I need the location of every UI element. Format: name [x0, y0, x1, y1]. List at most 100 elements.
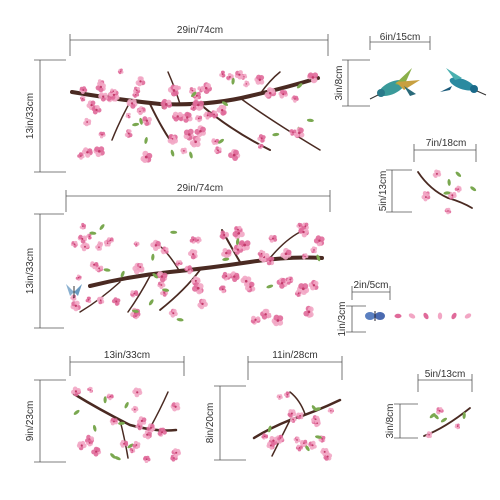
petals-dimension-height: 1in/3cm [337, 301, 366, 337]
blossom [260, 308, 272, 320]
petal [408, 313, 416, 319]
leaf [189, 151, 193, 159]
blossom [307, 72, 319, 84]
blossom [287, 276, 294, 283]
blossom [87, 386, 93, 393]
leaf [191, 91, 197, 97]
blossom [167, 84, 179, 97]
blossom [137, 416, 147, 426]
bottom-left-dimension-width: 13in/33cm [69, 350, 185, 376]
bottom-right-width-label: 5in/13cm [425, 369, 466, 380]
blossom [79, 86, 88, 94]
butterfly-on-branch [66, 284, 82, 298]
leaf [272, 132, 280, 137]
bottom-left-blossoms [71, 386, 181, 464]
bottom-right-dimension-width: 5in/13cm [417, 369, 473, 392]
blossom [261, 433, 268, 440]
blossom [218, 285, 227, 294]
blossom [70, 294, 77, 301]
blossom [320, 447, 330, 457]
blossom [432, 169, 442, 178]
blossom [299, 439, 308, 448]
birds-height-label: 3in/8cm [334, 65, 345, 100]
blossom [110, 88, 117, 95]
bottom-left-dimension-height: 9in/23cm [25, 379, 66, 463]
bottom-center-blossoms [261, 391, 334, 461]
blossom [91, 446, 102, 457]
middle-branch-height-label: 13in/33cm [25, 248, 36, 294]
leaf [120, 270, 125, 278]
blossom [200, 82, 212, 94]
blossom [313, 419, 321, 427]
blossom [228, 149, 241, 162]
blossom [194, 236, 202, 244]
blossom [169, 135, 177, 143]
blossom [98, 131, 106, 139]
blossom [192, 99, 205, 111]
leaf [470, 186, 477, 192]
middle-branch-blossoms [70, 222, 325, 327]
leaf [314, 407, 321, 411]
leaf [110, 453, 116, 459]
petals-dimension-width: 2in/5cm [351, 280, 391, 300]
blossom [295, 290, 302, 297]
blossom [302, 253, 309, 260]
birds-width-label: 6in/15cm [380, 32, 421, 43]
blossom [131, 405, 139, 413]
blossom [276, 394, 283, 400]
blossom [444, 207, 452, 215]
petal [464, 313, 472, 319]
petals-width-label: 2in/5cm [353, 280, 388, 291]
blossom [143, 455, 151, 464]
leaf [99, 224, 105, 230]
blossom [133, 241, 140, 247]
blossom [86, 439, 94, 447]
blossom [109, 417, 118, 426]
blossom [188, 249, 198, 260]
blue-butterfly [365, 311, 385, 321]
leaf [443, 191, 451, 195]
blossom [77, 152, 85, 160]
blossom [106, 237, 114, 244]
blossom [233, 225, 243, 234]
blossom [221, 271, 231, 281]
blossom [136, 108, 143, 115]
blossom [140, 150, 153, 163]
blossom [119, 439, 129, 448]
bottom-center-height-label: 8in/20cm [205, 403, 216, 444]
blossom [157, 281, 166, 289]
blossom [71, 386, 81, 397]
bottom-right-blossoms [425, 407, 466, 439]
blossom [170, 454, 178, 462]
blossom [277, 434, 284, 442]
blossom [91, 105, 102, 115]
blossom [142, 429, 152, 440]
blossom [323, 451, 333, 461]
blossom [172, 111, 183, 122]
blossom [194, 125, 207, 138]
blossom [296, 412, 304, 420]
blossom [303, 305, 314, 318]
blossom [295, 444, 303, 452]
bottom-center-dimension-height: 8in/20cm [205, 385, 246, 461]
blossom [141, 116, 152, 126]
leaf [455, 171, 462, 177]
blossom [454, 423, 460, 430]
blossom [95, 243, 103, 251]
blossom [181, 111, 193, 123]
small-sprig-width-label: 7in/18cm [426, 138, 467, 149]
leaf [235, 238, 240, 246]
leaf [89, 231, 97, 235]
blossom [250, 315, 261, 325]
top-branch-dimension-width: 29in/74cm [69, 25, 329, 56]
blossom [189, 135, 201, 148]
blossom [421, 192, 431, 202]
blossom [150, 239, 162, 251]
blossom [133, 86, 141, 94]
blossom [234, 70, 244, 80]
blossom [289, 416, 297, 423]
small-sprig-dimension-height: 5in/13cm [378, 169, 412, 213]
blossom [117, 68, 124, 75]
blossom [85, 296, 92, 303]
bottom-center-dimension-width: 11in/28cm [247, 350, 343, 380]
